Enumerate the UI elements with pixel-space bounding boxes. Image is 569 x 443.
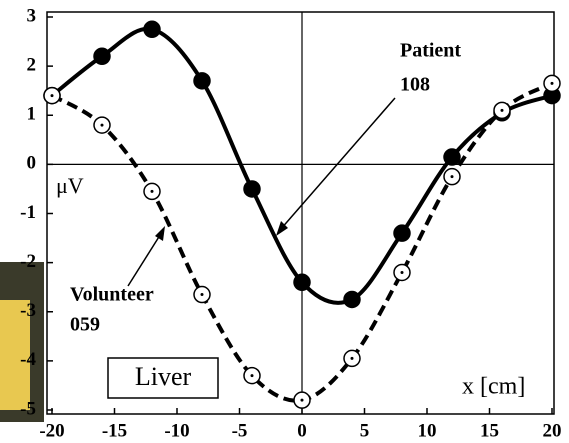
point-center: [450, 175, 454, 179]
photo-fragment: [0, 300, 30, 410]
y-tick-label: 2: [27, 54, 37, 75]
x-tick-label: -20: [39, 420, 64, 441]
point: [343, 290, 361, 309]
x-tick-label: 10: [418, 420, 437, 441]
plot-frame: [46, 11, 555, 415]
point: [393, 224, 411, 242]
point-center: [250, 374, 254, 378]
annotation: 059: [70, 314, 100, 336]
annotation-arrowhead: [276, 221, 288, 236]
x-tick-label: -5: [232, 420, 248, 441]
annotation: Volunteer: [70, 284, 154, 306]
point-center: [100, 123, 104, 127]
y-tick-label: -3: [20, 300, 36, 321]
point-center: [50, 94, 54, 98]
point-center: [300, 398, 304, 402]
x-tick-label: 20: [543, 420, 562, 441]
x-tick-label: -15: [102, 420, 127, 441]
y-tick-label: 1: [27, 104, 37, 125]
x-tick-label: 5: [360, 420, 370, 441]
annotation-box: [107, 357, 219, 399]
y-tick-label: 3: [27, 5, 37, 26]
annotation: Patient: [400, 40, 461, 62]
point-center: [350, 356, 354, 360]
point-center: [200, 293, 204, 297]
x-tick-label: 15: [480, 420, 499, 441]
annotation-arrow: [127, 231, 163, 287]
y-tick-label: -4: [20, 349, 36, 370]
point: [193, 72, 211, 90]
point: [93, 47, 111, 66]
point-center: [500, 108, 504, 112]
y-tick-label: -5: [20, 398, 36, 419]
y-axis-label: μV: [56, 173, 84, 198]
y-tick-label: 0: [27, 153, 37, 174]
point-center: [150, 189, 154, 193]
annotation: 108: [400, 74, 430, 96]
point: [143, 20, 161, 39]
x-tick-label: 0: [297, 420, 307, 441]
point: [243, 180, 261, 198]
annotation: Liver: [135, 362, 192, 391]
x-axis-label: x [cm]: [462, 374, 525, 400]
x-tick-label: -10: [164, 420, 189, 441]
point-center: [550, 81, 554, 85]
y-tick-label: -2: [20, 251, 36, 272]
y-tick-label: -1: [20, 202, 36, 223]
point: [293, 273, 311, 292]
point-center: [400, 270, 404, 274]
annotation-arrowhead: [155, 226, 165, 241]
point: [443, 148, 461, 166]
